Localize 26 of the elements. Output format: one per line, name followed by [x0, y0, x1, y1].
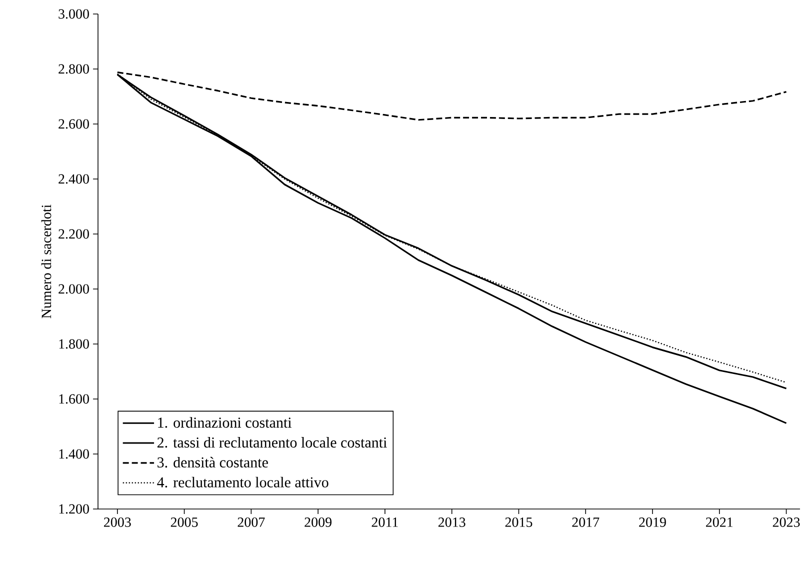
legend-label: 3. densità costante	[158, 456, 268, 468]
y-tick-label: 3.000	[58, 9, 89, 19]
y-tick-label: 2.000	[58, 284, 89, 294]
y-tick-label: 2.600	[58, 119, 89, 129]
x-tick-label: 2003	[104, 518, 131, 527]
legend-label: 2. tassi di reclutamento locale costanti	[157, 437, 387, 448]
x-tick-label: 2015	[505, 518, 532, 527]
y-tick-label: 1.600	[59, 394, 89, 404]
legend-label: 4. reclutamento locale attivo	[157, 476, 328, 488]
y-tick-label: 2.200	[58, 229, 89, 239]
y-tick-label: 1.800	[59, 339, 89, 349]
y-tick-label: 1.200	[59, 504, 89, 514]
x-tick-label: 2005	[170, 518, 198, 527]
x-tick-label: 2009	[304, 518, 332, 527]
y-tick-label: 2.400	[58, 174, 89, 184]
y-tick-label: 1.400	[59, 449, 89, 459]
x-tick-label: 2011	[372, 518, 398, 527]
x-tick-label: 2007	[238, 518, 265, 527]
x-tick-label: 2021	[706, 518, 733, 527]
x-tick-label: 2019	[639, 518, 666, 527]
x-tick-label: 2013	[438, 518, 466, 527]
legend-label: 1. ordinazioni costanti	[158, 417, 292, 428]
x-tick-label: 2017	[572, 518, 600, 527]
y-axis-title: Numero di sacerdoti	[41, 204, 52, 318]
y-tick-label: 2.800	[58, 64, 89, 74]
x-tick-label: 2023	[772, 518, 800, 527]
